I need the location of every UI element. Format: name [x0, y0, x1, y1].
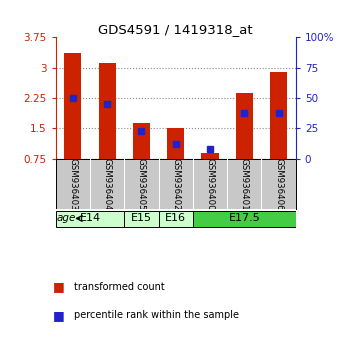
- Text: transformed count: transformed count: [74, 282, 165, 292]
- Bar: [270, 72, 287, 159]
- Text: E16: E16: [165, 213, 186, 223]
- Text: GSM936403: GSM936403: [68, 158, 77, 210]
- Text: GSM936405: GSM936405: [137, 158, 146, 210]
- Text: GSM936400: GSM936400: [206, 158, 215, 210]
- Text: GSM936406: GSM936406: [274, 158, 283, 210]
- Text: GSM936401: GSM936401: [240, 158, 249, 210]
- Bar: [64, 53, 81, 159]
- Bar: [56, 211, 124, 227]
- Title: GDS4591 / 1419318_at: GDS4591 / 1419318_at: [98, 23, 253, 36]
- Text: E15: E15: [131, 213, 152, 223]
- Bar: [201, 153, 219, 159]
- Bar: [193, 211, 296, 227]
- Bar: [133, 124, 150, 159]
- Text: age: age: [56, 213, 76, 223]
- Bar: [167, 128, 184, 159]
- Text: E17.5: E17.5: [228, 213, 260, 223]
- Bar: [124, 211, 159, 227]
- Text: GSM936402: GSM936402: [171, 158, 180, 210]
- Bar: [99, 63, 116, 159]
- Bar: [159, 211, 193, 227]
- Text: ■: ■: [52, 309, 64, 321]
- Text: E14: E14: [79, 213, 101, 223]
- Text: ■: ■: [52, 280, 64, 293]
- Text: GSM936404: GSM936404: [103, 158, 112, 210]
- Bar: [236, 93, 253, 159]
- Text: percentile rank within the sample: percentile rank within the sample: [74, 310, 239, 320]
